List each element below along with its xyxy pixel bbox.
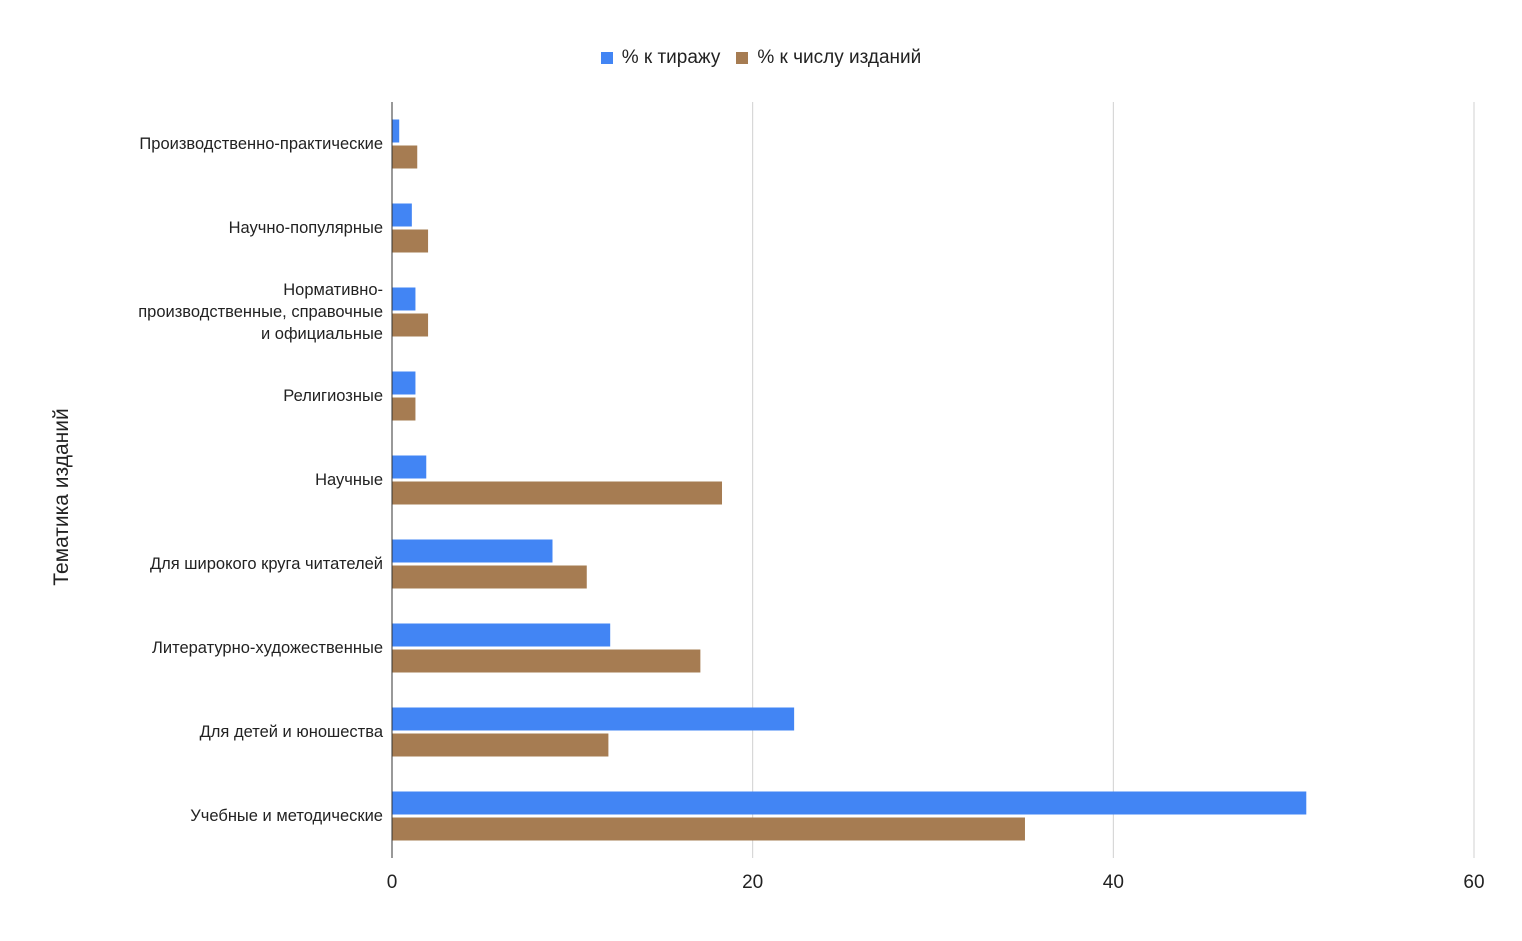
category-label-4: Религиозные xyxy=(283,385,383,407)
bar-1-5[interactable] xyxy=(392,455,427,479)
bar-2-5[interactable] xyxy=(392,481,723,505)
bar-2-2[interactable] xyxy=(392,229,429,253)
category-label-6: Для широкого круга читателей xyxy=(150,553,383,575)
category-label-line: и официальные xyxy=(261,325,383,343)
category-label-line: Производственно-практические xyxy=(139,135,383,153)
category-label-line: Для широкого круга читателей xyxy=(149,555,383,573)
category-label-line: Для детей и юношества xyxy=(199,723,383,741)
x-tick-label-0: 0 xyxy=(386,872,398,893)
legend: % к тиражу % к числу изданий xyxy=(0,47,1522,69)
bar-2-1[interactable] xyxy=(392,145,418,169)
legend-swatch-series-1 xyxy=(600,52,613,64)
bar-1-2[interactable] xyxy=(392,203,412,227)
bar-1-8[interactable] xyxy=(392,707,795,731)
category-label-8: Для детей и юношества xyxy=(200,721,383,743)
category-label-line: Научные xyxy=(315,471,383,489)
bar-2-4[interactable] xyxy=(392,397,416,421)
category-label-line: Литературно-художественные xyxy=(152,639,383,657)
bar-1-1[interactable] xyxy=(392,119,400,143)
x-tick-label-60: 60 xyxy=(1463,872,1485,893)
category-label-line: Нормативно- xyxy=(283,281,383,299)
bar-1-4[interactable] xyxy=(392,371,416,395)
x-tick-label-20: 20 xyxy=(742,872,764,893)
bar-2-6[interactable] xyxy=(392,565,587,589)
category-label-5: Научные xyxy=(315,469,383,491)
legend-swatch-series-2 xyxy=(736,52,749,64)
bar-1-9[interactable] xyxy=(392,791,1307,815)
bar-2-8[interactable] xyxy=(392,733,609,757)
category-label-line: производственные, справочные xyxy=(138,303,383,321)
bar-1-3[interactable] xyxy=(392,287,416,311)
category-label-line: Религиозные xyxy=(283,387,383,405)
category-label-line: Научно-популярные xyxy=(228,219,383,237)
x-tick-label-40: 40 xyxy=(1102,872,1124,893)
bar-2-9[interactable] xyxy=(392,817,1025,841)
legend-label-series-2: % к числу изданий xyxy=(757,47,922,68)
category-label-1: Производственно-практические xyxy=(139,133,383,155)
legend-label-series-1: % к тиражу xyxy=(621,47,721,68)
category-label-line: Учебные и методические xyxy=(190,807,383,825)
bar-1-6[interactable] xyxy=(392,539,553,563)
category-label-2: Научно-популярные xyxy=(229,217,383,239)
category-label-3: Нормативно-производственные, справочные и… xyxy=(138,279,383,345)
bar-1-7[interactable] xyxy=(392,623,611,647)
legend-item-series-1[interactable]: % к тиражу xyxy=(600,47,721,69)
bar-2-3[interactable] xyxy=(392,313,429,337)
legend-item-series-2[interactable]: % к числу изданий xyxy=(736,47,921,69)
category-label-9: Учебные и методические xyxy=(190,805,383,827)
bar-2-7[interactable] xyxy=(392,649,701,673)
category-label-7: Литературно-художественные xyxy=(152,637,383,659)
